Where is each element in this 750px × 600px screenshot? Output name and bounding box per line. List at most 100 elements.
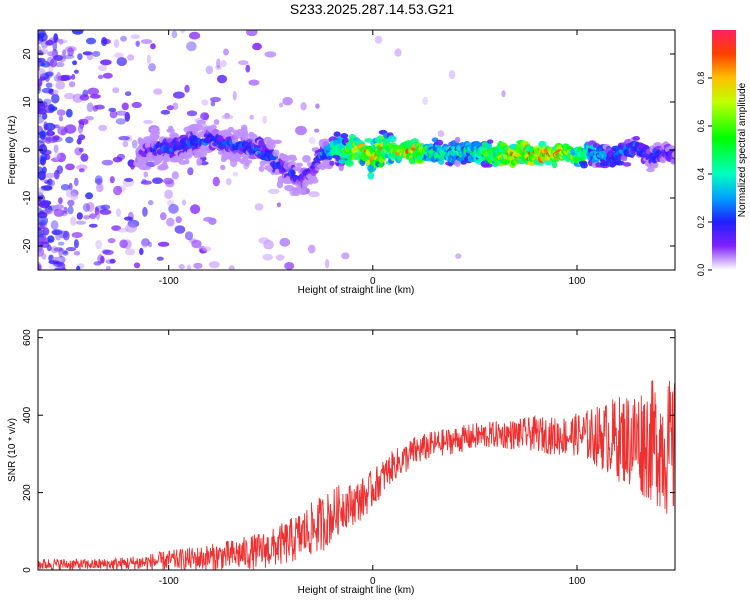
heatmap-noise-cell: [86, 202, 95, 212]
heatmap-noise-cell: [143, 119, 153, 124]
heatmap-noise-cell: [38, 247, 45, 257]
heatmap-noise-cell: [40, 185, 53, 191]
heatmap-noise-cell: [437, 130, 445, 138]
heatmap-noise-cell: [116, 208, 121, 218]
heatmap-noise-cell: [220, 60, 227, 68]
heatmap-noise-cell: [78, 168, 85, 173]
heatmap-noise-cell: [40, 153, 47, 162]
heatmap-ridge-cell: [483, 163, 493, 168]
heatmap-noise-cell: [125, 248, 136, 256]
heatmap-noise-cell: [67, 47, 74, 57]
heatmap-noise-cell: [64, 92, 75, 100]
heatmap-noise-cell: [133, 262, 141, 269]
heatmap-ridge-cell: [454, 136, 461, 143]
heatmap-noise-cell: [80, 153, 89, 162]
heatmap-noise-cell: [134, 41, 141, 46]
heatmap-y-axis-label: Frequency (Hz): [7, 116, 18, 185]
heatmap-noise-cell: [187, 167, 194, 176]
heatmap-noise-cell: [101, 36, 108, 47]
heatmap-ridge-cell: [472, 141, 482, 147]
heatmap-noise-cell: [228, 265, 235, 270]
heatmap-noise-cell: [48, 263, 58, 270]
heatmap-ridge-cell: [671, 151, 675, 159]
heatmap-ridge-cell: [378, 162, 384, 168]
colorbar-tick-label: 0.6: [696, 120, 706, 133]
heatmap-noise-cell: [156, 256, 164, 261]
heatmap-noise-cell: [374, 35, 383, 44]
heatmap-noise-cell: [57, 241, 65, 246]
heatmap-ridge-cell: [329, 160, 335, 166]
heatmap-noise-cell: [71, 73, 76, 80]
heatmap-noise-cell: [160, 109, 171, 115]
heatmap-noise-cell: [86, 52, 94, 61]
heatmap-noise-cell: [70, 216, 77, 226]
heatmap-noise-cell: [47, 235, 55, 243]
heatmap-noise-cell: [72, 60, 78, 66]
heatmap-noise-cell: [64, 124, 77, 134]
heatmap-ridge-cell: [650, 161, 659, 169]
heatmap-noise-cell: [54, 150, 61, 161]
heatmap-noise-cell: [56, 257, 67, 262]
heatmap-noise-cell: [94, 175, 103, 184]
heatmap-ridge-cell: [622, 162, 632, 167]
heatmap-noise-cell: [232, 171, 239, 177]
heatmap-noise-cell: [501, 90, 506, 98]
heatmap-noise-cell: [38, 78, 43, 87]
heatmap-noise-cell: [65, 163, 75, 171]
heatmap-noise-cell: [101, 249, 111, 254]
heatmap-noise-cell: [141, 238, 150, 247]
heatmap-noise-cell: [232, 91, 237, 101]
heatmap-noise-cell: [308, 136, 316, 145]
heatmap-noise-cell: [166, 217, 175, 227]
heatmap-noise-cell: [47, 51, 57, 57]
heatmap-noise-cell: [38, 166, 43, 174]
heatmap-noise-cell: [124, 111, 131, 122]
heatmap-noise-cell: [102, 249, 114, 256]
y-tick-label: 600: [22, 329, 33, 346]
heatmap-noise-cell: [60, 184, 70, 191]
heatmap-noise-cell: [56, 152, 66, 163]
heatmap-ridge-cell: [290, 169, 296, 176]
heatmap-noise-cell: [111, 225, 121, 232]
heatmap-noise-cell: [44, 71, 54, 77]
y-tick-label: -10: [22, 190, 33, 205]
heatmap-ridge-cell: [615, 160, 625, 166]
heatmap-noise-cell: [38, 32, 48, 42]
heatmap-noise-cell: [65, 46, 77, 52]
y-tick-label: 0: [22, 147, 33, 153]
heatmap-noise-cell: [130, 34, 140, 40]
heatmap-noise-cell: [164, 189, 174, 199]
heatmap-noise-cell: [163, 177, 174, 185]
heatmap-noise-cell: [73, 251, 81, 256]
heatmap-ridge-cell: [141, 166, 151, 171]
heatmap-ridge-cell: [289, 156, 298, 162]
heatmap-noise-cell: [96, 183, 104, 193]
y-tick-label: 20: [22, 48, 33, 60]
heatmap-noise-cell: [168, 203, 179, 214]
heatmap-noise-cell: [38, 153, 41, 159]
heatmap-noise-cell: [246, 30, 258, 37]
heatmap-noise-cell: [171, 171, 179, 180]
heatmap-noise-cell: [38, 62, 46, 67]
heatmap-noise-cell: [45, 136, 52, 144]
heatmap-noise-cell: [212, 176, 220, 187]
heatmap-noise-cell: [221, 114, 234, 120]
heatmap-noise-cell: [114, 52, 124, 59]
heatmap-noise-cell: [178, 264, 185, 270]
heatmap-noise-cell: [105, 265, 111, 270]
heatmap-noise-cell: [41, 87, 54, 94]
heatmap-noise-cell: [55, 61, 65, 68]
heatmap-noise-cell: [125, 223, 137, 233]
heatmap-ridge-cell: [196, 124, 203, 129]
heatmap-ridge-cell: [668, 145, 675, 150]
heatmap-noise-cell: [42, 227, 50, 236]
heatmap-noise-cell: [46, 179, 56, 187]
heatmap-ridge-cell: [213, 119, 220, 125]
heatmap-noise-cell: [295, 125, 307, 136]
heatmap-noise-cell: [52, 135, 60, 141]
heatmap-noise-cell: [341, 252, 350, 260]
heatmap-noise-cell: [307, 244, 316, 254]
snr-plot-area: [38, 380, 675, 570]
